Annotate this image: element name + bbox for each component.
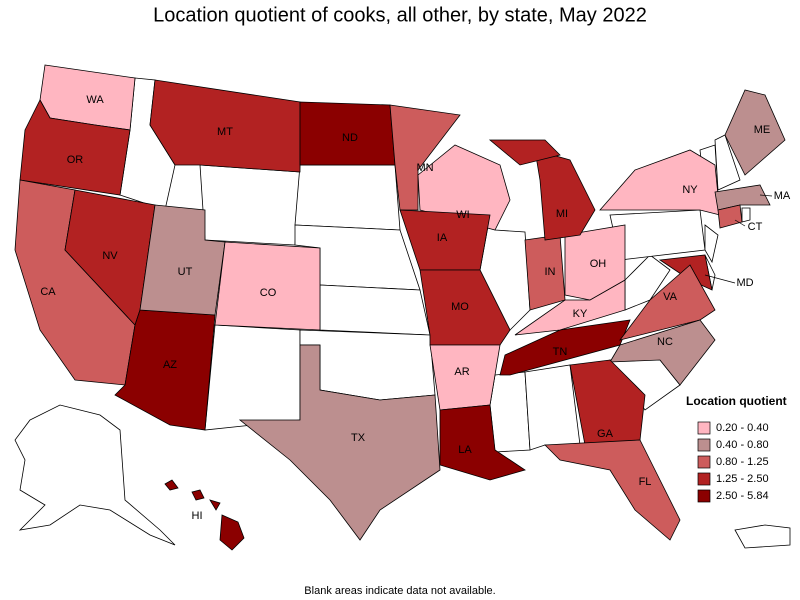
legend-swatch (697, 455, 711, 469)
legend-label: 1.25 - 2.50 (716, 473, 769, 485)
state-label: AZ (163, 359, 177, 371)
state-label: CT (748, 221, 763, 233)
leader-line (759, 194, 773, 197)
legend-label: 0.40 - 0.80 (716, 439, 769, 451)
legend-swatch (697, 489, 711, 503)
state-label: FL (639, 476, 652, 488)
state-label: CO (260, 287, 277, 299)
state-label: HI (192, 510, 203, 522)
state-label: NY (682, 184, 698, 196)
leader-line (734, 219, 746, 227)
leader-lines (704, 194, 773, 284)
states: WA OR CA NV AZ UT CO MT ND MN WI IA MO AR LA TX TN KY IN OH… (14, 64, 791, 551)
state (489, 371, 531, 453)
state (534, 149, 596, 241)
state-label: ME (754, 124, 771, 136)
state-label: OR (67, 154, 84, 166)
legend-label: 2.50 - 5.84 (716, 490, 769, 502)
state (544, 439, 681, 541)
state-label: MT (217, 126, 233, 138)
state (214, 241, 321, 331)
state-label: MD (736, 277, 753, 289)
legend-title: Location quotient (686, 394, 787, 408)
legend: Location quotient 0.20 - 0.40 0.40 - 0.80… (686, 394, 787, 503)
state (238, 344, 441, 541)
legend-label: 0.20 - 0.40 (716, 422, 769, 434)
state (704, 224, 719, 264)
legend-swatch (697, 421, 711, 435)
state-label: LA (458, 444, 472, 456)
state-label: AR (454, 366, 469, 378)
state (294, 164, 401, 231)
state-label: NV (102, 250, 118, 262)
state-label: MO (451, 301, 469, 313)
state-label: UT (178, 266, 193, 278)
state (164, 479, 179, 491)
legend-label: 0.80 - 1.25 (716, 456, 769, 468)
state (714, 184, 771, 211)
state (488, 139, 561, 166)
state-label: IA (437, 232, 448, 244)
state-label: OH (590, 258, 607, 270)
state (114, 309, 216, 431)
state (204, 324, 301, 431)
state (524, 364, 581, 451)
state-label: KY (573, 308, 588, 320)
state (417, 144, 511, 231)
state (714, 134, 741, 191)
state-label: CA (40, 286, 56, 298)
state-label: NC (657, 336, 673, 348)
state-label: WI (456, 209, 469, 221)
state (741, 207, 751, 223)
state (209, 499, 221, 511)
state (564, 224, 626, 301)
state-label: WA (86, 94, 104, 106)
state-label: ND (342, 132, 358, 144)
state (219, 514, 245, 551)
state-label: TN (553, 346, 568, 358)
map-title: Location quotient of cooks, all other, b… (153, 4, 647, 26)
state-label: MI (556, 208, 568, 220)
state (734, 524, 791, 549)
leader-line (704, 274, 736, 284)
state-label: TX (351, 432, 366, 444)
legend-swatch (697, 472, 711, 486)
state (319, 284, 431, 336)
state-label: VA (663, 291, 678, 303)
state-label: MN (416, 162, 433, 174)
state (619, 264, 716, 341)
state (199, 164, 301, 246)
state-label: GA (597, 428, 614, 440)
state (724, 89, 786, 176)
state (599, 149, 721, 216)
blank-states (14, 77, 791, 549)
legend-swatch (697, 438, 711, 452)
state (717, 204, 743, 229)
state (389, 104, 461, 211)
state (19, 99, 131, 196)
state (191, 489, 205, 501)
note: Blank areas indicate data not available. (304, 585, 495, 597)
state-label: IN (545, 266, 556, 278)
state (14, 404, 176, 546)
state-label: MA (774, 190, 791, 202)
state (569, 359, 646, 446)
